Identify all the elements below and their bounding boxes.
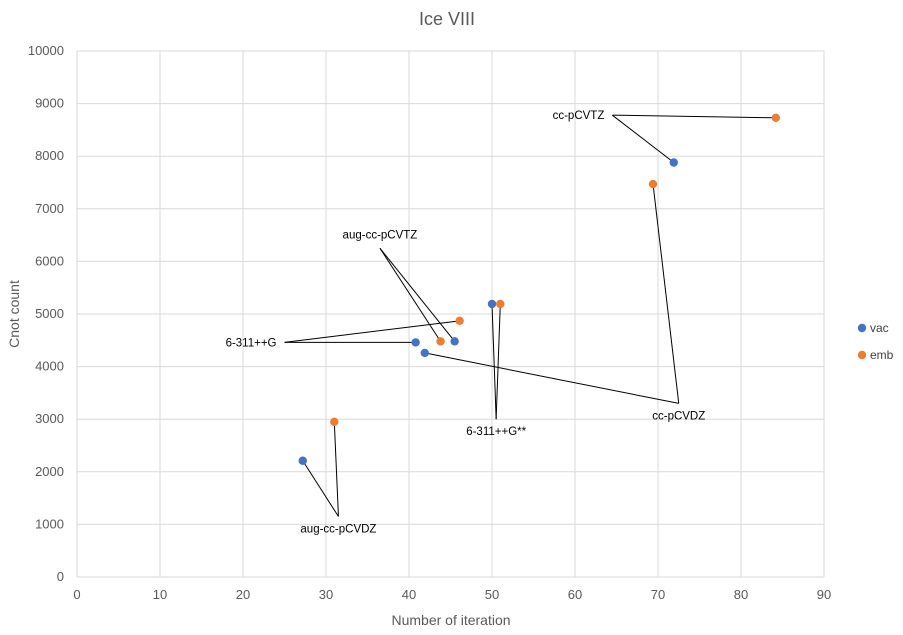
x-tick-label: 10: [153, 587, 167, 602]
x-tick-label: 70: [651, 587, 665, 602]
annotation-leader-line: [495, 303, 501, 420]
y-axis-label: Cnot count: [6, 280, 22, 348]
annotation-label: 6-311++G**: [466, 426, 526, 438]
annotation-leader-line: [333, 421, 339, 517]
grid: [76, 50, 825, 578]
legend-marker-vac: [857, 323, 867, 333]
annotation-leader-line: [379, 247, 441, 342]
y-tick-label: 4000: [35, 359, 64, 374]
data-point-emb: [330, 417, 339, 427]
data-point-vac: [411, 338, 420, 347]
annotation-label: cc-pCVDZ: [652, 410, 705, 422]
data-point-emb: [771, 113, 781, 123]
x-tick-labels: 0 10 20 30 40 50 60 70 80 90: [73, 587, 831, 602]
data-point-vac: [450, 337, 459, 346]
x-tick-label: 30: [319, 587, 333, 602]
data-point-emb: [648, 179, 658, 189]
data-point-vac: [420, 348, 429, 358]
y-tick-label: 5000: [35, 306, 64, 321]
annotation-leader-line: [612, 114, 675, 163]
y-tick-label: 3000: [35, 411, 64, 426]
annotation-leader-line: [612, 114, 776, 119]
data-point-vac: [669, 158, 678, 167]
x-tick-label: 40: [402, 587, 416, 602]
y-tick-label: 7000: [35, 201, 64, 216]
y-tick-label: 0: [57, 569, 64, 584]
data-point-vac: [487, 299, 497, 309]
y-tick-label: 2000: [35, 464, 64, 479]
x-tick-label: 50: [485, 587, 499, 602]
x-tick-label: 60: [568, 587, 582, 602]
data-point-emb: [496, 299, 505, 309]
y-tick-label: 10000: [28, 43, 64, 58]
data-points: [298, 113, 781, 465]
annotation-leader-line: [491, 303, 497, 420]
x-axis-label: Number of iteration: [391, 612, 510, 628]
legend: vac emb: [857, 321, 894, 362]
legend-label-emb: emb: [870, 348, 894, 362]
annotation-leader-line: [424, 352, 679, 404]
data-point-vac: [298, 456, 307, 465]
y-tick-label: 1000: [35, 516, 64, 531]
annotation-leader-line: [652, 184, 680, 404]
y-tick-label: 6000: [35, 253, 64, 268]
annotation-label: cc-pCVTZ: [553, 110, 605, 122]
legend-label-vac: vac: [870, 321, 889, 335]
annotation-label: aug-cc-pCVDZ: [300, 524, 376, 536]
annotation-leader-line: [302, 460, 339, 517]
legend-marker-emb: [857, 350, 867, 360]
x-tick-label: 20: [236, 587, 250, 602]
annotation-labels: cc-pCVTZ aug-cc-pCVTZ 6-311++G cc-pCVDZ 6-31…: [226, 110, 706, 535]
data-point-emb: [455, 316, 464, 326]
annotation-label: 6-311++G: [226, 337, 277, 349]
x-tick-label: 0: [73, 587, 80, 602]
annotation-leader-lines: [284, 114, 776, 517]
data-point-emb: [436, 337, 445, 346]
annotation-leader-line: [379, 247, 456, 342]
x-tick-label: 90: [817, 587, 831, 602]
annotation-leader-line: [284, 320, 460, 343]
chart-title: Ice VIII: [419, 9, 475, 29]
annotation-label: aug-cc-pCVTZ: [343, 229, 418, 241]
y-tick-labels: 0 1000 2000 3000 4000 5000 6000 7000 8000 9000 100…: [28, 43, 64, 584]
y-tick-label: 9000: [35, 96, 64, 111]
y-tick-label: 8000: [35, 148, 64, 163]
x-tick-label: 80: [734, 587, 748, 602]
